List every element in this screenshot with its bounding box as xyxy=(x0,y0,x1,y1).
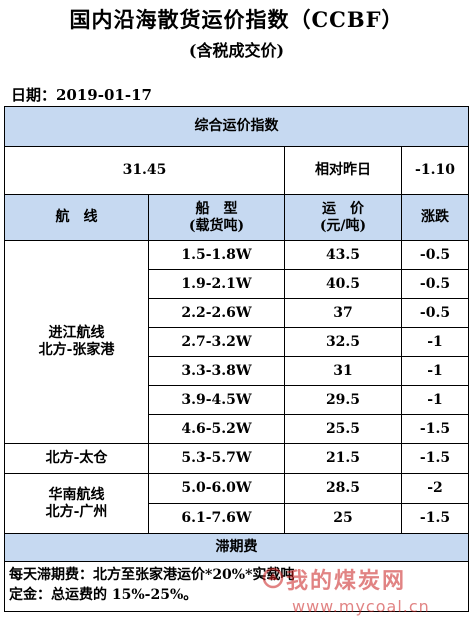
route-cell: 进江航线 北方-张家港 xyxy=(4,240,149,444)
demurrage-heading-row: 滞期费 xyxy=(4,533,469,562)
change-cell: -1.5 xyxy=(401,414,469,444)
table-row: 4.6-5.2W 25.5 -1.5 xyxy=(5,414,469,444)
demurrage-note-row: 每天滞期费：北方至张家港运价*20%*实载吨 定金：总运费的 15%-25%。 xyxy=(4,561,469,612)
change-cell: -1.5 xyxy=(401,503,469,534)
route-name-line2: 北方-广州 xyxy=(45,503,108,520)
freight-cell: 32.5 xyxy=(284,327,402,357)
table-row: 北方-太仓 5.3-5.7W 21.5 -1.5 xyxy=(4,443,469,474)
change-cell: -1 xyxy=(401,327,469,357)
table-row: 3.9-4.5W 29.5 -1 xyxy=(5,385,469,415)
ship-type-cell: 2.7-3.2W xyxy=(148,327,285,357)
change-cell: -0.5 xyxy=(401,240,469,270)
table-row: 6.1-7.6W 25 -1.5 xyxy=(5,503,469,534)
table-row: 进江航线 北方-张家港 1.5-1.8W 43.5 -0.5 xyxy=(4,240,469,444)
ship-type-cell: 1.9-2.1W xyxy=(148,269,285,299)
demurrage-note-line2: 定金：总运费的 15%-25%。 xyxy=(9,587,198,603)
column-header-row: 航 线 船 型 (载货吨) 运 价 (元/吨) 涨跌 xyxy=(4,194,469,241)
summary-row: 31.45 相对昨日 -1.10 xyxy=(4,146,469,195)
col-route: 航 线 xyxy=(4,194,149,241)
ship-type-cell: 3.9-4.5W xyxy=(148,385,285,415)
table-row: 2.2-2.6W 37 -0.5 xyxy=(5,298,469,328)
freight-cell: 25.5 xyxy=(284,414,402,444)
change-cell: -1.5 xyxy=(401,443,469,474)
ship-type-cell: 1.5-1.8W xyxy=(148,240,285,270)
col-freight-line1: 运 价 xyxy=(322,200,364,217)
page-title: 国内沿海散货运价指数（CCBF） xyxy=(69,7,404,32)
change-cell: -1 xyxy=(401,356,469,386)
route-name-line1: 华南航线 xyxy=(48,486,105,503)
col-change: 涨跌 xyxy=(401,194,469,241)
summary-heading-row: 综合运价指数 xyxy=(4,106,469,147)
freight-cell: 28.5 xyxy=(284,473,402,504)
freight-index-table: 综合运价指数 31.45 相对昨日 -1.10 航 线 船 型 (载货吨) 运 … xyxy=(4,106,469,612)
ship-type-cell: 2.2-2.6W xyxy=(148,298,285,328)
page-subtitle: (含税成交价) xyxy=(188,41,285,60)
table-row: 华南航线 北方-广州 5.0-6.0W 28.5 -2 xyxy=(4,473,469,534)
compare-label: 相对昨日 xyxy=(284,146,402,195)
report-date: 日期：2019-01-17 xyxy=(11,86,152,104)
change-cell: -1 xyxy=(401,385,469,415)
table-row: 2.7-3.2W 32.5 -1 xyxy=(5,327,469,357)
freight-cell: 31 xyxy=(284,356,402,386)
route-name-line1: 进江航线 xyxy=(48,325,105,341)
ship-type-cell: 5.0-6.0W xyxy=(148,473,285,504)
ship-type-cell: 3.3-3.8W xyxy=(148,356,285,386)
composite-index-value: 31.45 xyxy=(4,146,285,195)
freight-cell: 21.5 xyxy=(284,443,402,474)
ship-type-cell: 5.3-5.7W xyxy=(148,443,285,474)
demurrage-note: 每天滞期费：北方至张家港运价*20%*实载吨 定金：总运费的 15%-25%。 xyxy=(4,561,469,612)
ship-type-cell: 6.1-7.6W xyxy=(148,503,285,534)
col-freight-line2: (元/吨) xyxy=(319,217,367,234)
freight-cell: 40.5 xyxy=(284,269,402,299)
freight-cell: 29.5 xyxy=(284,385,402,415)
col-ship-type-line2: (载货吨) xyxy=(188,217,245,234)
table-row: 1.9-2.1W 40.5 -0.5 xyxy=(5,269,469,299)
change-cell: -2 xyxy=(401,473,469,504)
route-cell: 华南航线 北方-广州 xyxy=(4,473,149,534)
route-name-line2: 北方-张家港 xyxy=(38,342,115,358)
col-freight: 运 价 (元/吨) xyxy=(284,194,402,241)
freight-cell: 37 xyxy=(284,298,402,328)
demurrage-heading: 滞期费 xyxy=(4,533,469,562)
change-cell: -0.5 xyxy=(401,298,469,328)
composite-index-change: -1.10 xyxy=(401,146,469,195)
change-cell: -0.5 xyxy=(401,269,469,299)
ship-type-cell: 4.6-5.2W xyxy=(148,414,285,444)
freight-cell: 25 xyxy=(284,503,402,534)
demurrage-note-line1: 每天滞期费：北方至张家港运价*20%*实载吨 xyxy=(9,567,295,583)
route-cell: 北方-太仓 xyxy=(4,443,149,474)
freight-cell: 43.5 xyxy=(284,240,402,270)
col-ship-type-line1: 船 型 xyxy=(195,200,238,217)
table-row: 3.3-3.8W 31 -1 xyxy=(5,356,469,386)
composite-index-heading: 综合运价指数 xyxy=(4,106,469,147)
col-ship-type: 船 型 (载货吨) xyxy=(148,194,285,241)
